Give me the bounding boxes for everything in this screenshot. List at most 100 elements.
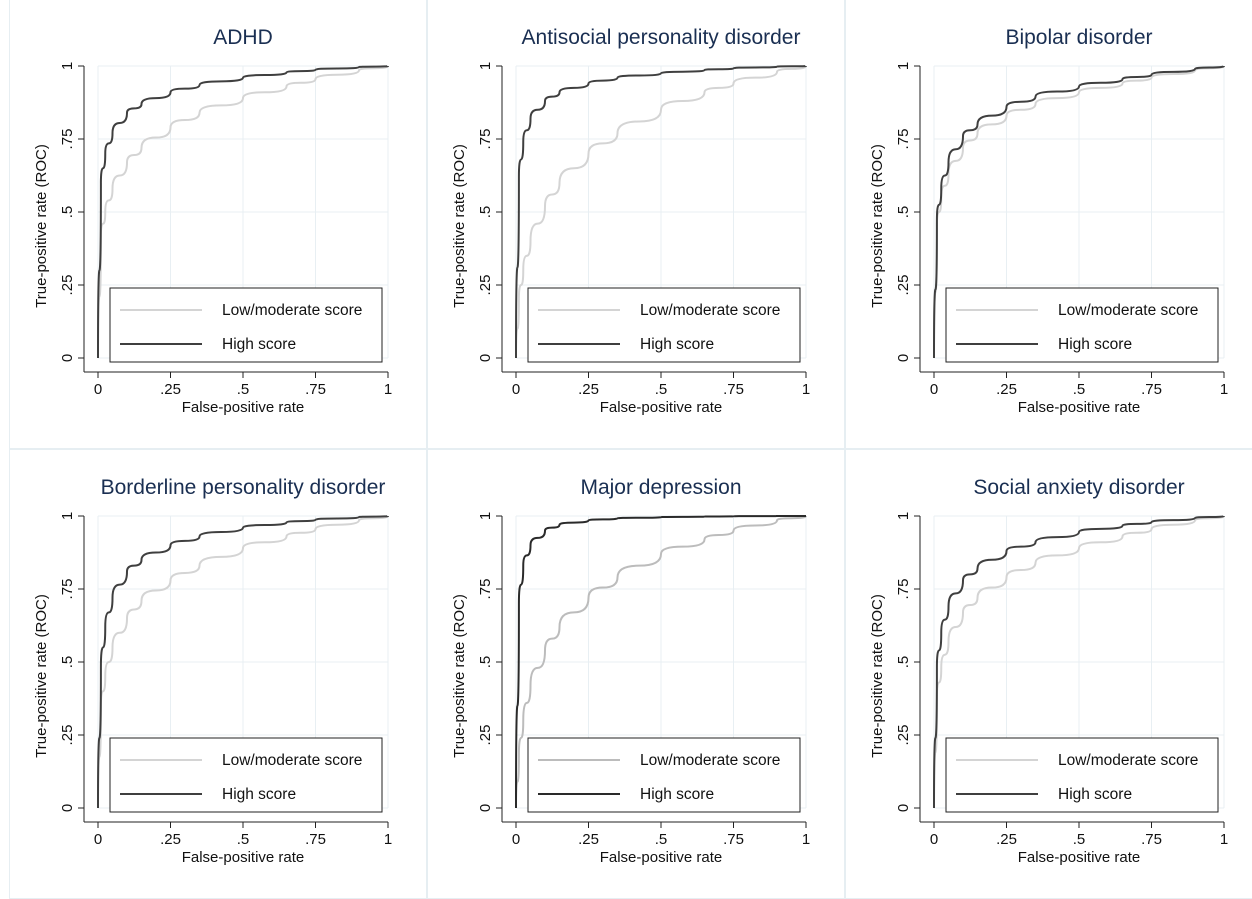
x-tick-label: .5	[655, 831, 668, 848]
series-line	[933, 65, 1225, 359]
chart-svg: Antisocial personality disorder 0 .25 .5 .75…	[451, 26, 810, 416]
chart-svg: Bipolar disorder 0 .25 .5 .75 1 0 .25 .5 .75 1 Fals…	[869, 26, 1228, 416]
legend-label: Low/moderate score	[640, 302, 780, 319]
x-tick-label: 0	[930, 381, 938, 398]
x-tick-label: 0	[94, 381, 102, 398]
x-tick-label: .5	[655, 381, 668, 398]
x-axis-label: False-positive rate	[600, 849, 723, 866]
y-tick-label: 0	[477, 804, 494, 812]
y-tick-label: .25	[895, 725, 912, 746]
chart-panel: Major depression 0 .25 .5 .75 1 0 .25 .5 .75 1 Fals…	[427, 449, 845, 899]
y-tick-label: .25	[59, 275, 76, 296]
series-line	[515, 65, 807, 359]
chart-panel: Borderline personality disorder 0 .25 .5 .75…	[9, 449, 427, 899]
chart-svg: ADHD 0 .25 .5 .75 1 0 .25 .5 .75 1 False-positive r…	[33, 26, 392, 416]
legend	[109, 737, 383, 813]
y-tick-label: .75	[895, 129, 912, 150]
chart-title: Borderline personality disorder	[101, 476, 386, 499]
y-tick-label: 0	[477, 354, 494, 362]
series-line	[97, 515, 389, 809]
legend-label: Low/moderate score	[640, 752, 780, 769]
x-axis-label: False-positive rate	[600, 399, 723, 416]
chart-panel: Bipolar disorder 0 .25 .5 .75 1 0 .25 .5 .75 1 Fals…	[845, 0, 1252, 449]
y-tick-label: .25	[477, 275, 494, 296]
series-line	[515, 515, 806, 809]
y-tick-label: .75	[477, 579, 494, 600]
series-line	[97, 515, 389, 809]
x-tick-label: .5	[1073, 831, 1086, 848]
legend-label: Low/moderate score	[222, 752, 362, 769]
x-tick-label: .75	[305, 831, 326, 848]
x-tick-label: 1	[1220, 381, 1228, 398]
x-tick-label: .25	[160, 381, 181, 398]
legend-label: High score	[1058, 336, 1132, 353]
y-tick-label: .5	[477, 656, 494, 669]
legend-label: High score	[640, 786, 714, 803]
y-tick-label: 1	[895, 512, 912, 520]
legend-label: Low/moderate score	[222, 302, 362, 319]
chart-svg: Social anxiety disorder 0 .25 .5 .75 1 0 .25 .5.…	[869, 476, 1228, 866]
x-axis-label: False-positive rate	[182, 399, 305, 416]
x-tick-label: .75	[305, 381, 326, 398]
legend-label: Low/moderate score	[1058, 302, 1198, 319]
x-tick-label: 1	[384, 381, 392, 398]
x-tick-label: .75	[723, 381, 744, 398]
y-tick-label: 1	[59, 62, 76, 70]
chart-panel: Social anxiety disorder 0 .25 .5 .75 1 0 .25 .5.…	[845, 449, 1252, 899]
y-tick-label: .5	[895, 206, 912, 219]
y-axis-label: True-positive rate (ROC)	[451, 594, 468, 758]
y-tick-label: .25	[895, 275, 912, 296]
chart-title: ADHD	[213, 26, 273, 49]
x-tick-label: 0	[930, 831, 938, 848]
x-tick-label: 1	[384, 831, 392, 848]
chart-svg: Major depression 0 .25 .5 .75 1 0 .25 .5 .75 1 Fals…	[451, 476, 810, 866]
y-tick-label: .75	[895, 579, 912, 600]
x-tick-label: .25	[996, 831, 1017, 848]
chart-title: Major depression	[580, 476, 741, 499]
y-tick-label: 1	[895, 62, 912, 70]
y-axis-label: True-positive rate (ROC)	[451, 144, 468, 308]
series-line	[97, 65, 389, 359]
x-tick-label: 1	[1220, 831, 1228, 848]
chart-panel: Antisocial personality disorder 0 .25 .5 .75…	[427, 0, 845, 449]
series-line	[933, 515, 1225, 809]
x-tick-label: .5	[237, 381, 250, 398]
legend-label: High score	[222, 336, 296, 353]
series-line	[933, 515, 1225, 809]
y-tick-label: 1	[59, 512, 76, 520]
chart-title: Social anxiety disorder	[973, 476, 1184, 499]
y-tick-label: .5	[477, 206, 494, 219]
y-axis-label: True-positive rate (ROC)	[33, 144, 50, 308]
y-tick-label: 0	[59, 804, 76, 812]
chart-title: Antisocial personality disorder	[522, 26, 801, 49]
x-axis-label: False-positive rate	[182, 849, 305, 866]
y-tick-label: .25	[59, 725, 76, 746]
legend	[109, 287, 383, 363]
x-tick-label: .75	[1141, 381, 1162, 398]
y-tick-label: 1	[477, 62, 494, 70]
y-axis-label: True-positive rate (ROC)	[33, 594, 50, 758]
y-tick-label: .75	[59, 129, 76, 150]
x-tick-label: .25	[160, 831, 181, 848]
x-tick-label: .5	[1073, 381, 1086, 398]
chart-svg: Borderline personality disorder 0 .25 .5 .75…	[33, 476, 392, 866]
legend	[945, 737, 1219, 813]
y-axis-label: True-positive rate (ROC)	[869, 144, 886, 308]
chart-panel: ADHD 0 .25 .5 .75 1 0 .25 .5 .75 1 False-positive r…	[9, 0, 427, 449]
series-line	[97, 65, 389, 359]
x-axis-label: False-positive rate	[1018, 399, 1141, 416]
x-tick-label: 0	[512, 381, 520, 398]
y-tick-label: 0	[895, 354, 912, 362]
y-tick-label: .75	[59, 579, 76, 600]
y-tick-label: 0	[895, 804, 912, 812]
legend-label: High score	[222, 786, 296, 803]
x-tick-label: 0	[512, 831, 520, 848]
series-line	[515, 65, 807, 359]
legend-label: High score	[1058, 786, 1132, 803]
legend-label: High score	[640, 336, 714, 353]
y-tick-label: .5	[59, 656, 76, 669]
x-tick-label: 1	[802, 831, 810, 848]
x-tick-label: .75	[723, 831, 744, 848]
y-tick-label: .75	[477, 129, 494, 150]
